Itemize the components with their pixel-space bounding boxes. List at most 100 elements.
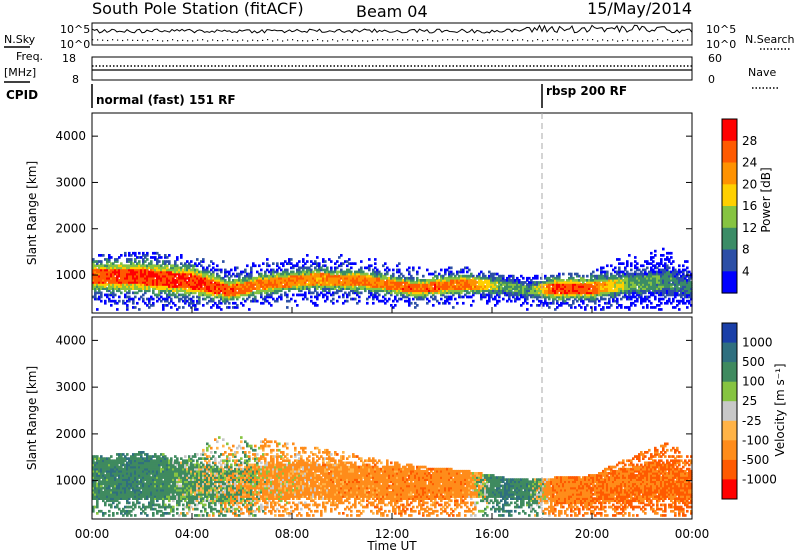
power-cell	[136, 256, 139, 259]
power-cell	[464, 283, 467, 286]
power-cell	[138, 268, 141, 272]
power-cell	[598, 285, 601, 288]
power-cell	[622, 281, 625, 284]
power-cell	[136, 268, 139, 272]
power-cell	[452, 285, 455, 288]
power-cell	[240, 289, 243, 293]
power-cell	[354, 274, 357, 278]
power-cell	[504, 291, 507, 295]
power-cell	[286, 293, 289, 297]
power-cell	[502, 274, 505, 278]
power-cell	[644, 289, 647, 293]
power-cell	[148, 299, 151, 303]
power-cell	[354, 276, 357, 280]
power-cell	[384, 289, 387, 293]
power-cell	[158, 260, 161, 263]
power-cell	[142, 260, 145, 263]
power-cell	[92, 266, 95, 270]
power-cell	[186, 260, 189, 263]
power-cell	[502, 297, 505, 301]
noise-search-dot	[197, 39, 199, 41]
power-cell	[390, 293, 393, 297]
power-cell	[296, 285, 299, 288]
power-cell	[422, 295, 425, 299]
power-cell	[556, 279, 559, 282]
power-cell	[368, 289, 371, 293]
power-cell	[110, 285, 113, 288]
power-cell	[222, 276, 225, 280]
power-cell	[166, 285, 169, 288]
power-cell	[622, 272, 625, 276]
power-cell	[294, 274, 297, 278]
power-cell	[464, 266, 467, 270]
power-cell	[298, 260, 301, 263]
power-cell	[96, 308, 99, 311]
power-cell	[490, 283, 493, 286]
power-cell	[140, 281, 143, 284]
power-cell	[356, 281, 359, 284]
power-cell	[512, 287, 515, 290]
power-cell	[590, 293, 593, 297]
power-cell	[606, 270, 609, 274]
power-cell	[194, 272, 197, 276]
power-cell	[308, 291, 311, 295]
power-cell	[194, 276, 197, 280]
power-cell	[596, 293, 599, 297]
power-cell	[168, 287, 171, 290]
power-cell	[386, 285, 389, 288]
power-cell	[558, 304, 561, 307]
power-cell	[298, 266, 301, 270]
power-cell	[118, 256, 121, 259]
power-cell	[654, 272, 657, 276]
power-cell	[650, 266, 653, 270]
power-cell	[448, 279, 451, 282]
power-cell	[208, 270, 211, 274]
power-cell	[472, 285, 475, 288]
power-cell	[188, 289, 191, 293]
power-cell	[172, 279, 175, 282]
power-cell	[420, 291, 423, 295]
power-cell	[656, 283, 659, 286]
power-cell	[634, 299, 637, 303]
power-cell	[142, 287, 145, 290]
power-cell	[408, 299, 411, 303]
power-cell	[610, 289, 613, 293]
power-cell	[570, 287, 573, 290]
power-cell	[130, 258, 133, 261]
power-cell	[330, 270, 333, 274]
power-cell	[190, 306, 193, 309]
power-cell	[614, 299, 617, 303]
power-cell	[202, 291, 205, 295]
power-cell	[184, 279, 187, 282]
power-cell	[508, 291, 511, 295]
power-cell	[236, 283, 239, 286]
power-cell	[156, 287, 159, 290]
power-cell	[226, 274, 229, 278]
power-cell	[240, 279, 243, 282]
power-cell	[324, 279, 327, 282]
power-cell	[110, 291, 113, 295]
power-cell	[98, 297, 101, 301]
power-cell	[122, 266, 125, 270]
power-cell	[196, 289, 199, 293]
power-cell	[132, 262, 135, 265]
power-cell	[640, 295, 643, 299]
power-cell	[562, 295, 565, 299]
power-cell	[570, 285, 573, 288]
power-cell	[326, 283, 329, 286]
power-cell	[380, 279, 383, 282]
power-cell	[354, 287, 357, 290]
power-cell	[262, 281, 265, 284]
power-cell	[180, 274, 183, 278]
power-cell	[650, 262, 653, 265]
power-cell	[202, 297, 205, 301]
power-cell	[186, 291, 189, 295]
power-cell	[412, 268, 415, 272]
power-cell	[164, 299, 167, 303]
power-cell	[164, 289, 167, 293]
power-cell	[182, 281, 185, 284]
power-cell	[282, 262, 285, 265]
power-cell	[288, 274, 291, 278]
power-cell	[484, 276, 487, 280]
